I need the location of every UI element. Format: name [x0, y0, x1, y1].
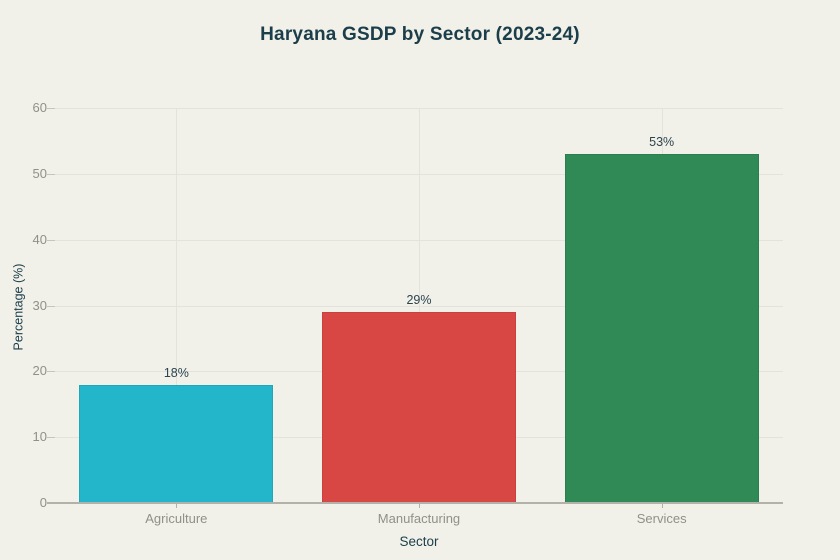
- bar-agriculture: [79, 384, 274, 503]
- y-tick-mark: [47, 371, 55, 373]
- y-tick-label: 60: [32, 100, 47, 115]
- horizontal-gridline: [55, 305, 783, 307]
- chart-title: Haryana GSDP by Sector (2023-24): [260, 24, 580, 45]
- x-tick-mark: [661, 503, 663, 508]
- horizontal-gridline: [55, 173, 783, 175]
- bar-manufacturing: [322, 312, 516, 503]
- x-category-label: Manufacturing: [377, 511, 461, 526]
- x-category-label: Agriculture: [145, 511, 208, 526]
- x-category-label: Services: [636, 511, 687, 526]
- horizontal-gridline: [55, 108, 783, 109]
- y-tick-mark: [47, 108, 55, 109]
- y-tick-mark: [47, 437, 55, 439]
- y-tick-label: 40: [32, 231, 47, 247]
- y-tick-mark: [47, 173, 55, 175]
- y-tick-label: 0: [39, 495, 47, 510]
- y-tick-label: 30: [32, 297, 47, 313]
- x-axis-line: [47, 502, 783, 504]
- x-tick-mark: [419, 503, 420, 508]
- x-axis-title: Sector: [399, 534, 439, 549]
- bar-value-label: 53%: [649, 135, 675, 150]
- y-tick-label: 50: [32, 165, 47, 181]
- y-tick-label: 20: [32, 363, 47, 379]
- bar-services: [564, 154, 759, 503]
- x-tick-mark: [176, 503, 178, 508]
- y-tick-mark: [47, 305, 55, 307]
- bar-value-label: 18%: [163, 365, 189, 380]
- horizontal-gridline: [55, 239, 783, 241]
- plot-area: 0 10 20 30 40 50 60 18% Agriculture 29% Manufactur…: [33, 100, 783, 526]
- bar-value-label: 29%: [406, 293, 432, 308]
- y-tick-label: 10: [32, 429, 47, 445]
- y-tick-mark: [47, 239, 55, 241]
